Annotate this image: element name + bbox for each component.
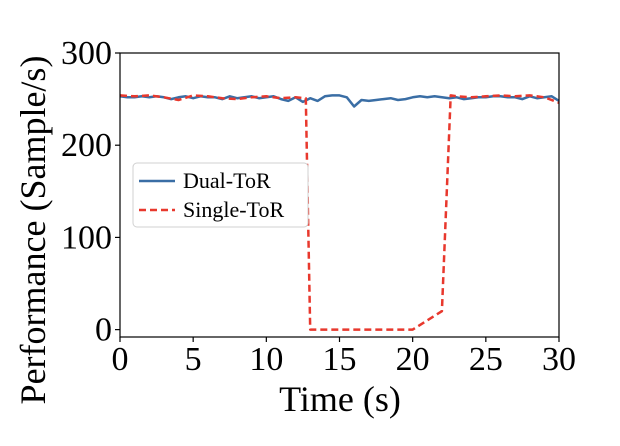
x-tick-label: 20	[396, 341, 430, 378]
y-tick-label: 200	[61, 127, 112, 164]
legend-label-single-tor: Single-ToR	[183, 197, 284, 222]
x-tick-label: 30	[542, 341, 576, 378]
x-axis: 0 5 10 15 20 25 30	[112, 337, 576, 378]
x-tick-label: 25	[469, 341, 503, 378]
legend-box	[132, 162, 309, 228]
x-tick-label: 10	[249, 341, 283, 378]
y-tick-label: 0	[95, 312, 112, 349]
y-axis-label: Performance (Sample/s)	[13, 56, 53, 405]
x-tick-label: 15	[323, 341, 357, 378]
legend: Dual-ToR Single-ToR	[132, 162, 309, 228]
legend-label-dual-tor: Dual-ToR	[183, 168, 271, 193]
y-tick-label: 300	[61, 35, 112, 72]
y-tick-label: 100	[61, 219, 112, 256]
series-line-single-tor	[119, 94, 560, 331]
series-lines	[119, 94, 560, 331]
x-tick-label: 5	[185, 341, 202, 378]
y-axis: 0 100 200 300	[61, 35, 120, 349]
x-tick-label: 0	[112, 341, 129, 378]
x-axis-label: Time (s)	[279, 379, 401, 419]
